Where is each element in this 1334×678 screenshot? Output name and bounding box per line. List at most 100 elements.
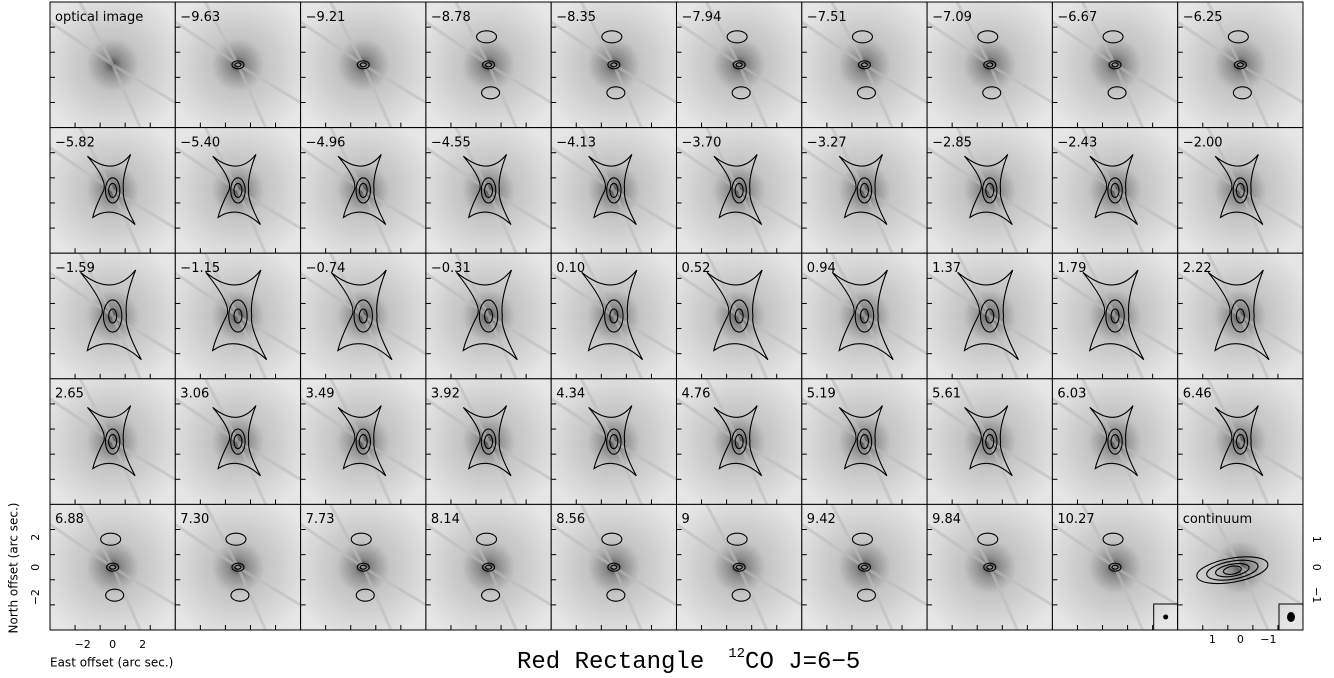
channel-label: 8.14 — [431, 512, 460, 527]
contour — [986, 62, 994, 68]
nebula-streak — [800, 252, 928, 380]
continuum-y-tick-label: 1 — [1310, 536, 1323, 543]
channel-label: 4.76 — [682, 387, 711, 402]
contour — [102, 299, 123, 333]
nebula-streak — [550, 378, 678, 506]
nebula-streak — [800, 503, 928, 631]
contour — [831, 269, 894, 361]
channel-label: 3.92 — [431, 387, 460, 402]
channel-label: 9.84 — [932, 512, 961, 527]
channel-label: 1.37 — [932, 261, 961, 276]
contour — [358, 182, 368, 198]
channel-label: 6.46 — [1183, 387, 1212, 402]
nebula-streak — [675, 1, 803, 129]
contour — [212, 154, 261, 226]
channel-label: 6.03 — [1057, 387, 1086, 402]
contour — [734, 308, 744, 324]
nebula-streak — [675, 126, 803, 254]
contour — [735, 564, 743, 570]
nebula-streak — [1176, 252, 1304, 380]
channel-label: −8.35 — [556, 10, 596, 25]
contour — [859, 434, 870, 450]
contour — [986, 564, 994, 570]
contour — [480, 177, 497, 204]
contour — [233, 182, 243, 198]
beam — [1163, 614, 1169, 620]
nebula-streak — [299, 126, 427, 254]
contour — [606, 86, 626, 100]
contour — [358, 308, 368, 324]
contour — [475, 532, 498, 546]
contour — [1222, 565, 1242, 575]
nebula-streak — [174, 1, 302, 129]
y-tick-label: 2 — [29, 534, 42, 541]
channel-label: −8.78 — [431, 10, 471, 25]
x-axis-label: East offset (arc sec.) — [50, 656, 173, 670]
contour — [230, 588, 250, 602]
contour — [588, 405, 637, 477]
contour — [609, 434, 619, 450]
nebula-streak — [926, 378, 1054, 506]
contour — [353, 299, 373, 333]
channel-label: 5.61 — [932, 387, 961, 402]
channel-label: 8.56 — [556, 512, 585, 527]
contour — [358, 434, 368, 450]
panel-grid: optical image −9.63 −9.21 −8.78 −8.35 −7.94 −7… — [49, 1, 1304, 631]
channel-label: 3.49 — [306, 387, 335, 402]
contour — [87, 405, 136, 477]
contour — [350, 532, 372, 546]
channel-label: −0.31 — [431, 261, 471, 276]
channel-label: 9.42 — [807, 512, 836, 527]
nebula-streak — [425, 1, 552, 129]
contour — [860, 62, 869, 68]
contour — [732, 562, 746, 572]
contour — [359, 62, 367, 68]
contour — [1196, 556, 1269, 585]
contour — [1236, 62, 1244, 68]
contour — [233, 308, 243, 324]
contour — [983, 60, 997, 70]
contour — [729, 299, 749, 333]
contour — [230, 177, 246, 204]
contour — [706, 269, 769, 361]
nebula-streak — [550, 252, 678, 380]
contour — [983, 562, 997, 572]
nebula-streak — [174, 252, 302, 380]
contour — [1232, 428, 1249, 455]
continuum-x-tick-label: 0 — [1237, 633, 1244, 646]
contour — [231, 60, 245, 70]
nebula-streak — [550, 126, 678, 254]
channel-label: −7.09 — [932, 10, 972, 25]
contour — [854, 299, 875, 333]
continuum-y-tick-label: −1 — [1310, 587, 1323, 603]
contour — [1089, 154, 1139, 226]
contour — [462, 154, 512, 226]
contour — [483, 182, 494, 198]
contour — [225, 532, 247, 546]
continuum-x-tick-label: −1 — [1260, 633, 1276, 646]
contour — [1235, 182, 1245, 198]
contour — [480, 86, 501, 100]
contour — [731, 86, 751, 100]
contour — [356, 562, 370, 572]
nebula-streak — [800, 378, 928, 506]
contour — [104, 428, 121, 455]
y-tick-label: −2 — [29, 589, 42, 605]
nebula-streak — [49, 126, 177, 254]
contour — [985, 434, 995, 450]
nebula-streak — [1176, 126, 1304, 254]
channel-label: −7.51 — [807, 10, 847, 25]
contour — [1110, 182, 1120, 198]
channel-label: 2.65 — [55, 387, 84, 402]
channel-label: 0.94 — [807, 261, 836, 276]
contour — [1108, 562, 1122, 572]
channel-label: −4.96 — [306, 135, 346, 150]
contour — [330, 269, 393, 361]
contour — [80, 269, 142, 361]
contour — [607, 60, 621, 70]
nebula-streak — [49, 1, 177, 129]
channel-label: 0.52 — [682, 261, 711, 276]
nebula-streak — [49, 252, 177, 380]
contour — [100, 532, 122, 546]
continuum-x-tick-label: 1 — [1209, 633, 1216, 646]
